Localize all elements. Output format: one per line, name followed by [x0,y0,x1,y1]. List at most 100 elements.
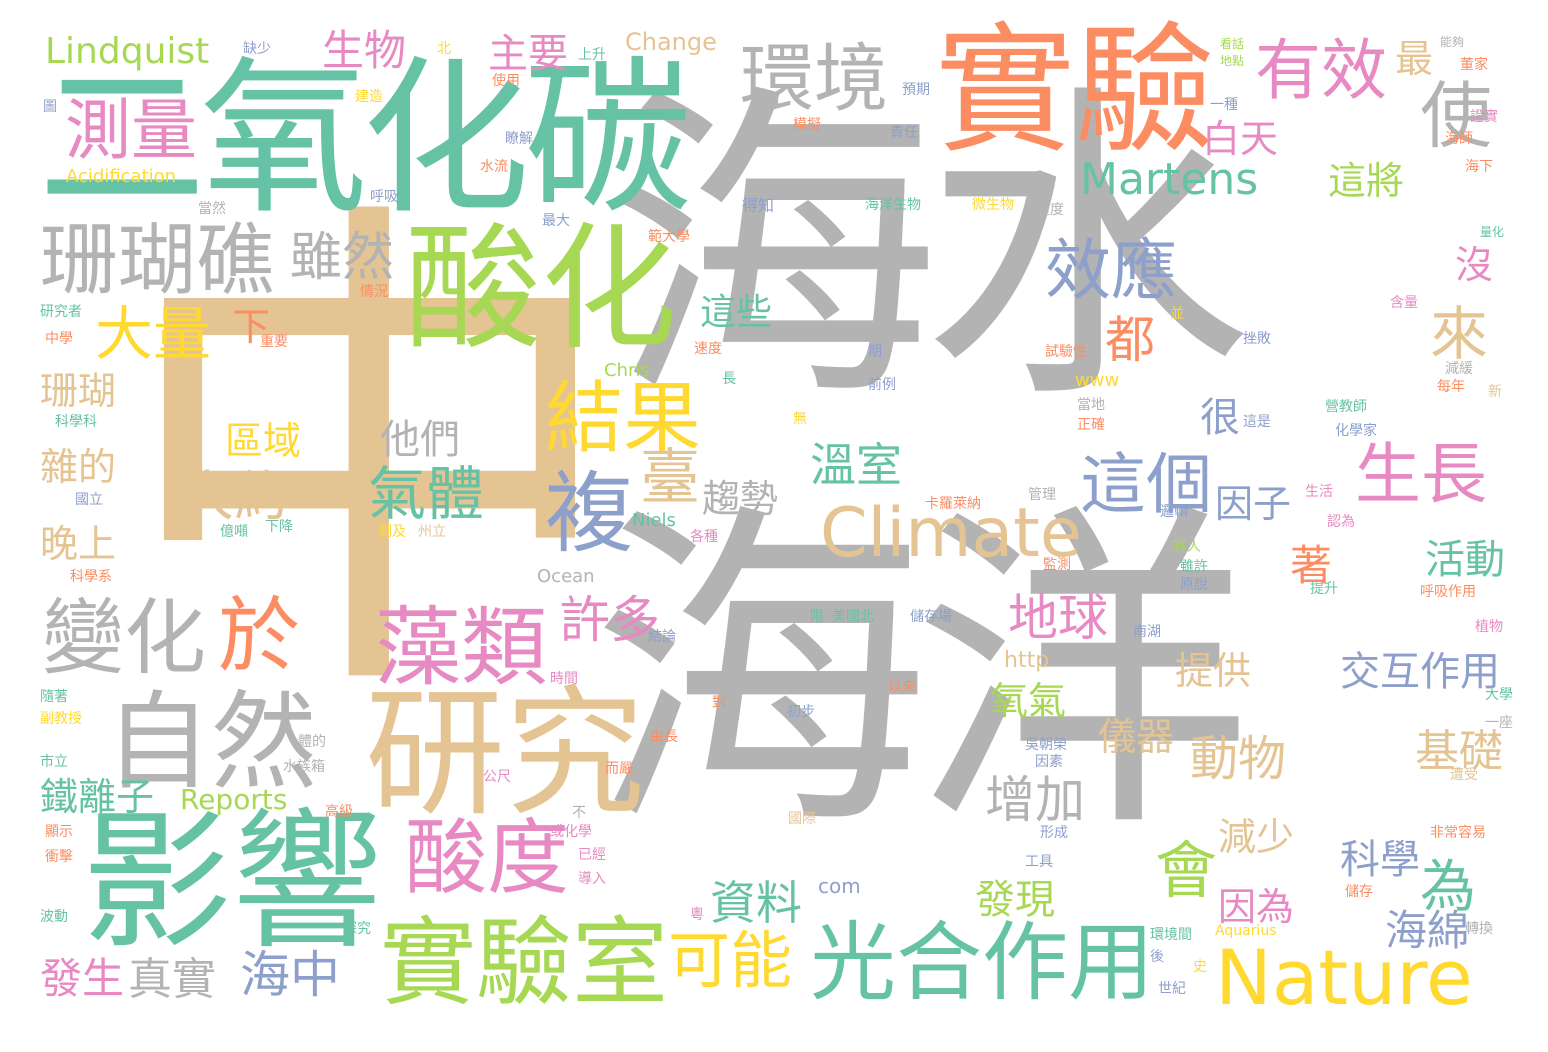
word-tielizi: 鐵離子 [40,775,155,819]
word-small: 已經 [578,847,606,863]
word-ziran: 自然 [105,681,317,804]
word-small: 卡羅萊納 [925,496,981,512]
word-small: 探究 [343,921,371,937]
word-zade: 雜的 [40,445,117,489]
word-small: 重要 [260,334,288,350]
word-small: 或化學 [550,824,592,840]
word-small: 史 [1193,959,1207,975]
word-small: 最大 [542,213,570,229]
word-small: 研究者 [40,304,82,320]
word-small: 大學 [1485,687,1513,703]
word-small: 後 [1150,949,1164,965]
word-huanjing: 環境 [740,36,888,122]
word-zhong: 中 [115,163,625,756]
word-hen: 很 [1200,395,1240,441]
word-haizhong: 海中 [240,946,340,1004]
word-small: 範大學 [648,229,690,245]
word-small: 由長 [650,729,678,745]
word-small: 微生物 [972,197,1014,213]
word-small: Aquarius [1215,923,1277,939]
word-small: 一種 [1210,97,1238,113]
word-shanhu: 珊瑚 [40,369,117,413]
word-yinzi: 因子 [1215,482,1292,526]
word-zhege: 這個 [1080,446,1212,523]
word-small: 化學家 [1335,423,1377,439]
word-small: 程度 [1036,202,1064,218]
word-small: 呼吸作用 [1420,584,1476,600]
word-small: 國立 [75,492,103,508]
word-chris: Chris [604,360,650,381]
word-tai: 臺 [640,443,700,513]
word-tamen: 他們 [380,417,460,463]
word-haiyang: 海洋 [590,477,1252,873]
word-small: 遭受 [1450,767,1478,783]
word-shi: 使 [1420,74,1493,158]
word-celiang: 測量 [65,92,197,169]
word-zhenshi: 真實 [128,954,216,1005]
word-small: 認為 [1327,514,1355,530]
word-small: 營教師 [1325,399,1367,415]
word-suiran: 雖然 [290,228,395,288]
word-small: 測及 [378,524,406,540]
word-small: 結論 [648,629,676,645]
word-yu: 於 [218,589,301,684]
word-small: 非常容易 [1430,825,1486,841]
word-small: 地點 [1220,54,1245,68]
word-dou: 都 [1105,311,1155,369]
word-kexue: 科學 [1340,837,1420,883]
word-small: 形成 [1040,825,1068,841]
word-wenshi: 溫室 [810,438,902,492]
word-fu: 複 [545,462,634,565]
word-small: 瞭解 [505,131,533,147]
word-small: 一座 [1485,715,1513,731]
word-nature: Nature [1215,933,1473,1022]
word-zui: 最 [1395,37,1434,81]
word-small: 衝擊 [45,849,73,865]
word-shengwu: 生物 [322,26,407,75]
word-small: 速度 [694,341,722,357]
word-zhuyao: 主要 [488,31,568,77]
word-small: 億噸 [220,524,248,540]
word-small: 模擬 [793,117,821,133]
word-lindquist: Lindquist [45,31,210,72]
word-co2: 二氧化碳 [38,41,692,237]
word-small: 南湖 [1133,624,1161,640]
word-small: 國際 [788,811,816,827]
word-small: 使用 [492,73,520,89]
word-baitian: 白天 [1202,117,1279,161]
word-small: 下降 [265,519,293,535]
word-suandu: 酸度 [405,811,570,906]
word-small: 儲存場 [910,609,952,625]
word-wanshang: 晚上 [40,522,117,566]
word-shiyanshi: 實驗室 [380,907,668,1019]
word-zengjia: 增加 [985,771,1085,829]
word-small: 新 [1488,384,1502,400]
word-wei: 為 [1420,855,1476,920]
word-small: 期 [868,344,882,360]
word-small: 量化 [1480,225,1505,239]
word-small: 植物 [1475,619,1503,635]
word-small: 轉換 [1465,921,1493,937]
word-small: 當地 [1077,397,1105,413]
word-small: 副教授 [40,711,82,727]
word-lai: 來 [1430,300,1489,368]
word-small: 建造 [355,89,383,105]
word-small: 州立 [418,524,446,540]
word-climate: Climate [820,494,1082,573]
word-yanjiu: 研究 [365,673,646,836]
word-small: 監測 [1043,557,1071,573]
word-jichu: 基礎 [1415,726,1503,777]
word-small: 高級 [325,804,353,820]
word-niels: Niels [632,510,676,531]
word-small: 體的 [298,734,326,750]
word-daliang: 大量 [95,300,212,368]
word-keneng: 可能 [668,924,793,997]
word-small: 並 [1170,306,1184,322]
word-diqiu: 地球 [1008,589,1108,647]
word-small: 水族箱 [283,759,325,775]
word-bianhua: 變化 [42,591,207,686]
word-zhejiang: 這將 [1328,159,1405,203]
word-qushi: 趨勢 [702,477,779,521]
word-ocean: Ocean [537,566,595,587]
word-youxiao: 有效 [1255,32,1387,109]
